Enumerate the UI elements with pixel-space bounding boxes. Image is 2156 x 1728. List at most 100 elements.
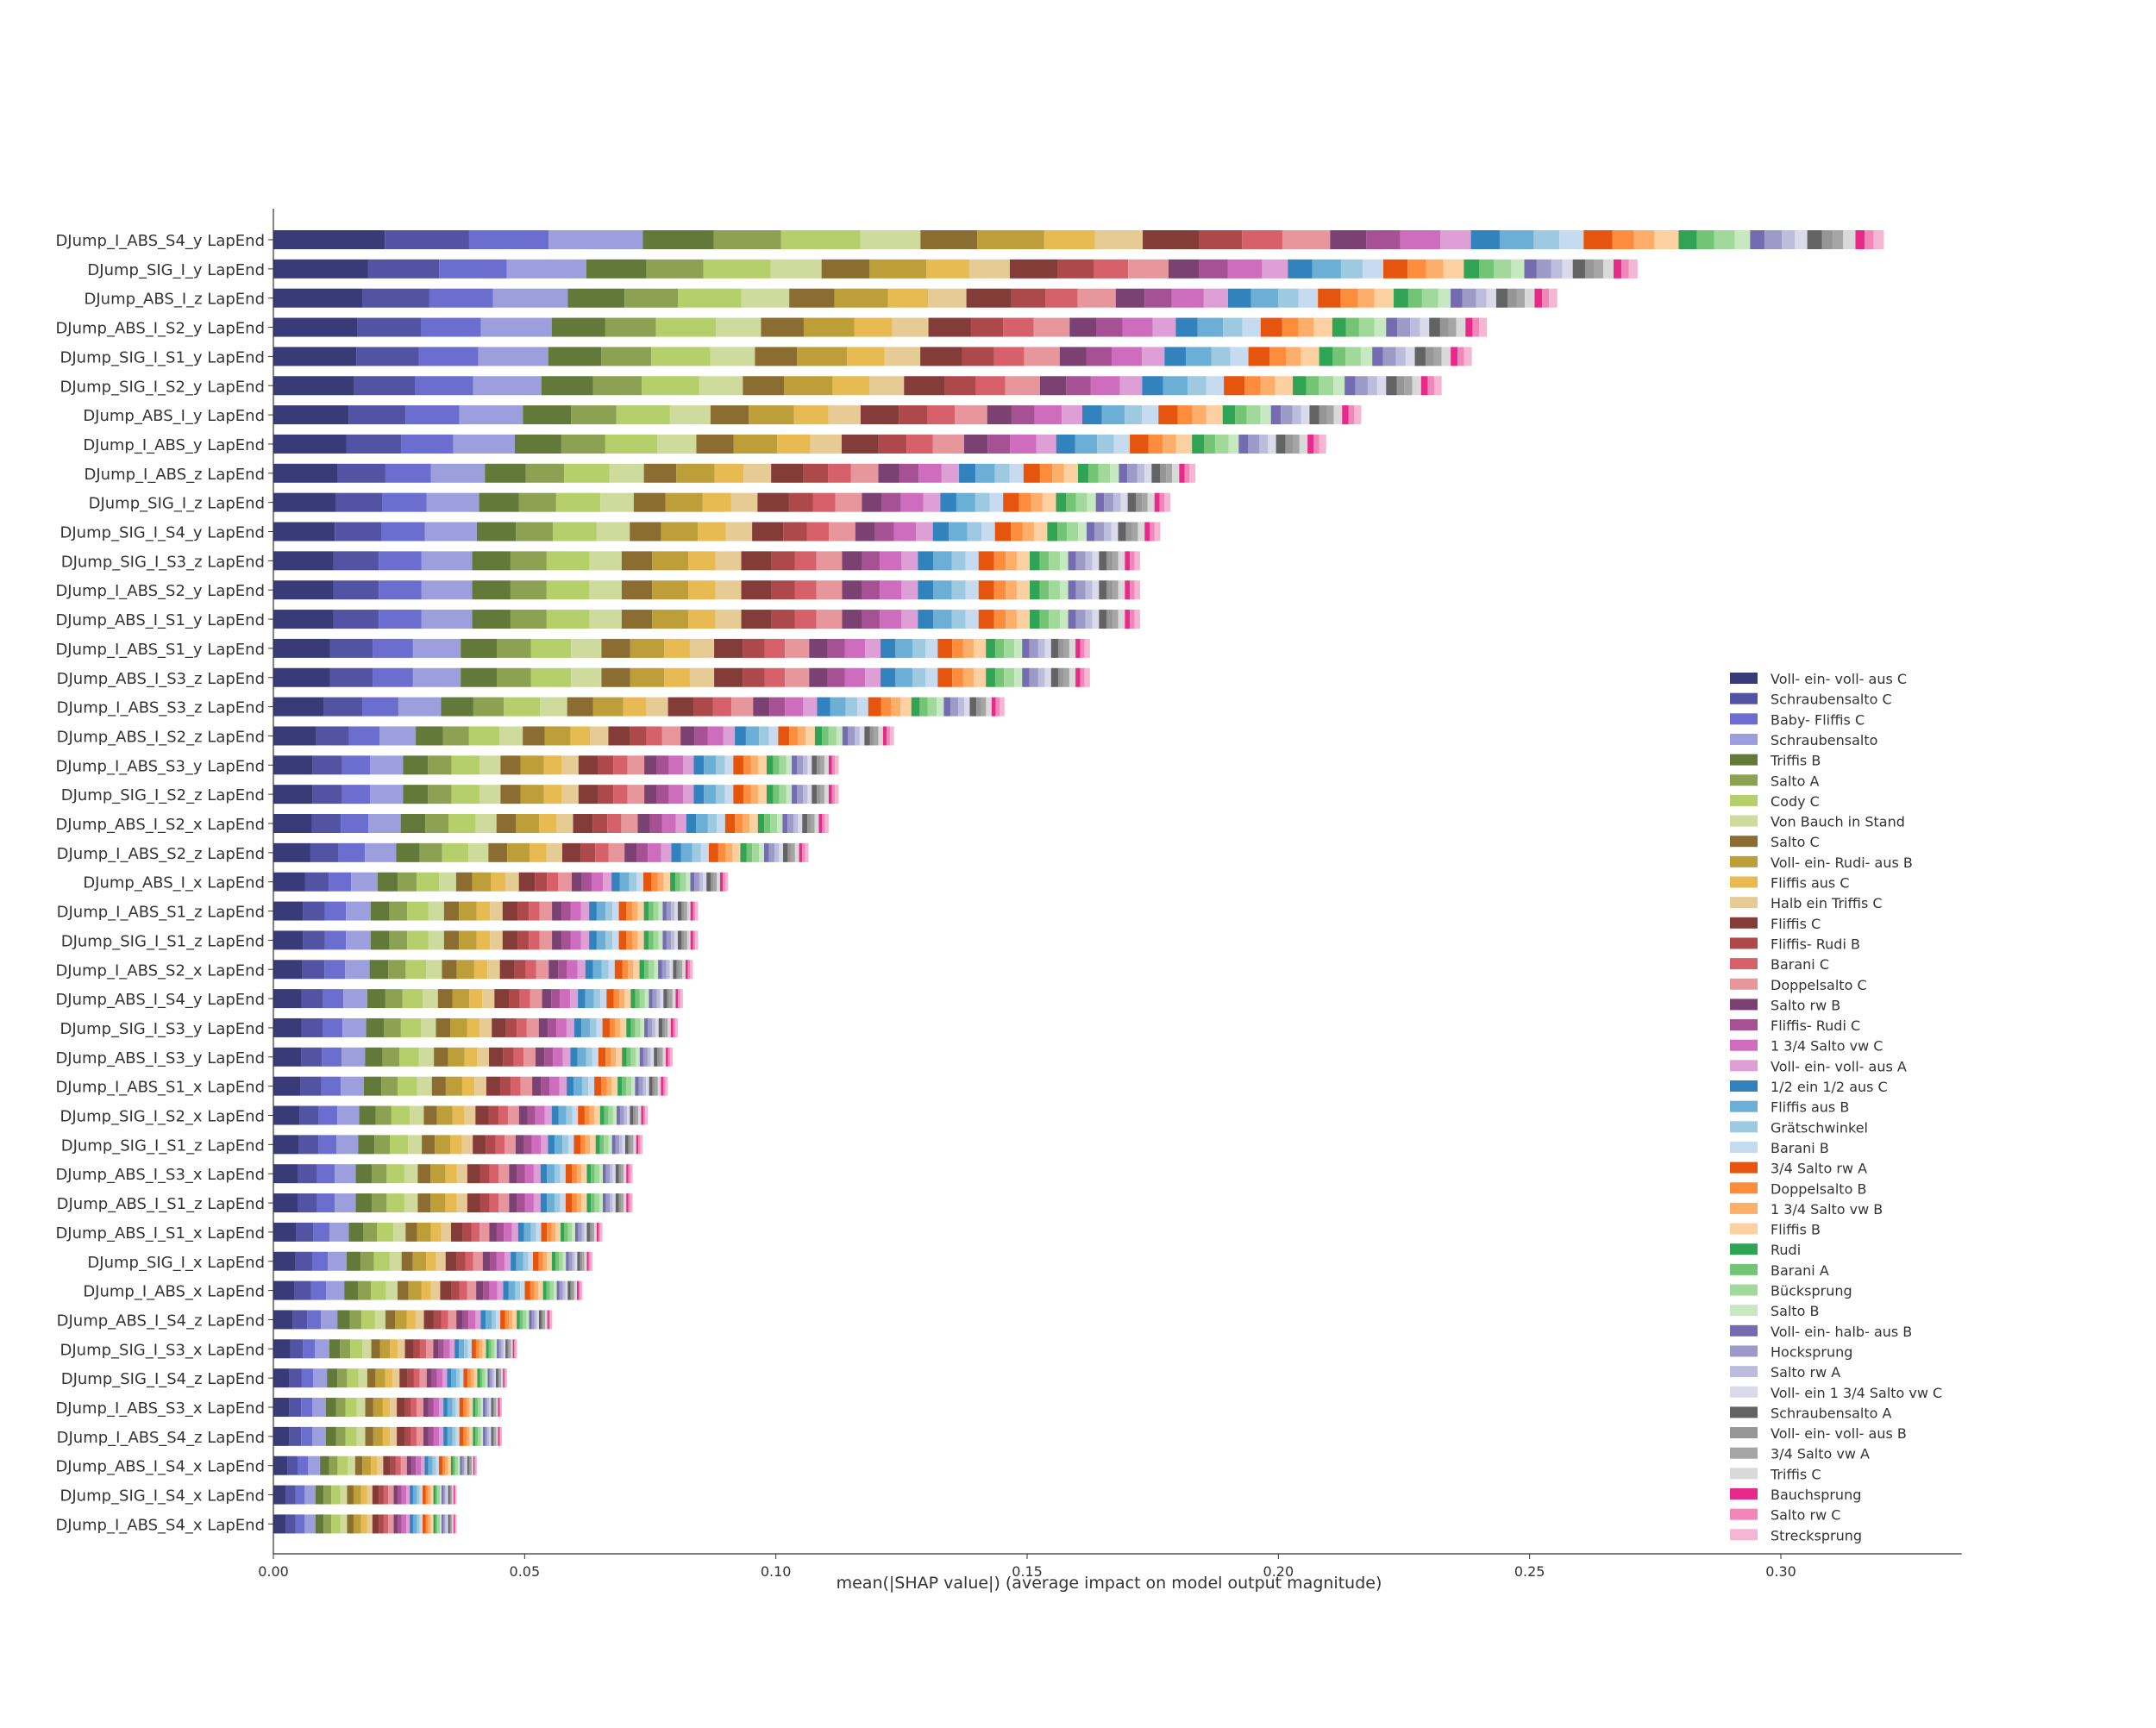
bar-segment — [1479, 259, 1495, 279]
bar-segment — [1159, 492, 1165, 512]
bar-segment — [371, 1164, 387, 1184]
bar-segment — [712, 697, 732, 717]
bar-segment — [918, 580, 934, 600]
legend-item: Doppelsalto B — [1730, 1180, 1866, 1197]
bar-segment — [1516, 288, 1526, 308]
bar-segment — [426, 492, 479, 512]
bar-segment — [1159, 463, 1167, 483]
bar-segment — [1016, 580, 1031, 600]
bar-segment — [577, 1047, 586, 1067]
bar-segment — [485, 1368, 488, 1388]
bar-segment — [1014, 638, 1023, 658]
bar-segment — [515, 1280, 521, 1300]
bar-segment — [441, 697, 473, 717]
bar-segment — [372, 1514, 379, 1534]
bar-segment — [603, 872, 612, 892]
bar-segment — [377, 872, 398, 892]
bar-segment — [523, 405, 572, 425]
y-tick-label: DJump_SIG_I_S4_x LapEnd — [60, 1487, 265, 1506]
y-tick-label: DJump_ABS_I_y LapEnd — [83, 407, 265, 425]
bar-segment — [273, 405, 349, 425]
bar-segment — [652, 1017, 656, 1037]
bar-segment — [430, 1485, 434, 1505]
bar-segment — [369, 960, 389, 980]
bar-segment — [1037, 638, 1045, 658]
bar-segment — [805, 726, 815, 746]
bar-segment — [496, 638, 531, 658]
bar-segment — [1559, 230, 1584, 249]
bar-segment — [445, 1193, 457, 1213]
bar-segment — [572, 1222, 575, 1242]
bar-segment — [496, 1310, 501, 1330]
bar-segment — [604, 1105, 609, 1125]
bar-segment — [680, 726, 695, 746]
bar-segment — [428, 1398, 434, 1417]
bar-segment — [367, 1485, 373, 1505]
y-tick-label: DJump_ABS_I_S1_z LapEnd — [57, 1195, 265, 1213]
bar-segment — [473, 1368, 478, 1388]
bar-segment — [393, 1222, 406, 1242]
bar-segment — [671, 901, 675, 921]
bar-segment — [370, 901, 390, 921]
bar-segment — [273, 522, 335, 542]
bar-segment — [433, 1426, 440, 1446]
bar-segment — [405, 1222, 417, 1242]
bar-segment — [612, 930, 619, 950]
bar-segment — [643, 930, 649, 950]
y-tick-label: DJump_I_ABS_S3_y LapEnd — [55, 757, 265, 775]
bar-segment — [615, 1193, 619, 1213]
bar-segment — [626, 1047, 631, 1067]
bar-segment — [450, 1514, 453, 1534]
bar-segment — [919, 697, 928, 717]
bar-segment — [312, 755, 342, 775]
bar-segment — [397, 1426, 405, 1446]
bar-segment — [570, 1280, 573, 1300]
bar-segment — [943, 697, 951, 717]
bar-segment — [646, 726, 662, 746]
bar-segment — [273, 230, 385, 249]
bar-segment — [860, 405, 899, 425]
bar-segment — [313, 1222, 330, 1242]
bar-segment — [894, 667, 912, 687]
bar-segment — [978, 580, 994, 600]
bar-segment — [622, 960, 629, 980]
bar-segment — [690, 960, 693, 980]
bar-segment — [469, 989, 483, 1009]
legend-swatch — [1730, 1039, 1758, 1051]
bar-segment — [477, 1047, 490, 1067]
bar-segment — [373, 1251, 390, 1271]
bar-segment — [1299, 434, 1308, 454]
bar-segment — [707, 726, 724, 746]
bar-segment — [693, 930, 696, 950]
bar-segment — [614, 960, 623, 980]
bar-segment — [588, 1076, 595, 1096]
bar-segment — [758, 785, 767, 805]
bar-segment — [426, 1251, 436, 1271]
bar-segment — [404, 1398, 411, 1417]
bar-segment — [340, 1485, 348, 1505]
bar-segment — [389, 901, 408, 921]
bar-segment — [421, 580, 473, 600]
bar-segment — [451, 785, 479, 805]
bar-segment — [324, 901, 347, 921]
bar-segment — [757, 814, 765, 833]
bar-segment — [543, 755, 562, 775]
bar-segment — [303, 1339, 316, 1359]
bar-segment — [565, 1164, 573, 1184]
bar-segment — [1227, 288, 1251, 308]
legend-label: Barani B — [1771, 1140, 1829, 1156]
bar-segment — [491, 1339, 495, 1359]
bar-segment — [859, 726, 865, 746]
legend-label: Grätschwinkel — [1771, 1119, 1868, 1136]
bar-segment — [520, 785, 544, 805]
bar-segment — [683, 785, 694, 805]
legend-label: Salto C — [1771, 834, 1820, 850]
bar-segment — [787, 842, 792, 862]
bar-segment — [977, 230, 1044, 249]
bar-segment — [1128, 259, 1169, 279]
bar-segment — [324, 930, 347, 950]
bar-segment — [417, 872, 440, 892]
bar-segment — [601, 667, 630, 687]
bar-segment — [516, 814, 540, 833]
bar-segment — [459, 1339, 465, 1359]
